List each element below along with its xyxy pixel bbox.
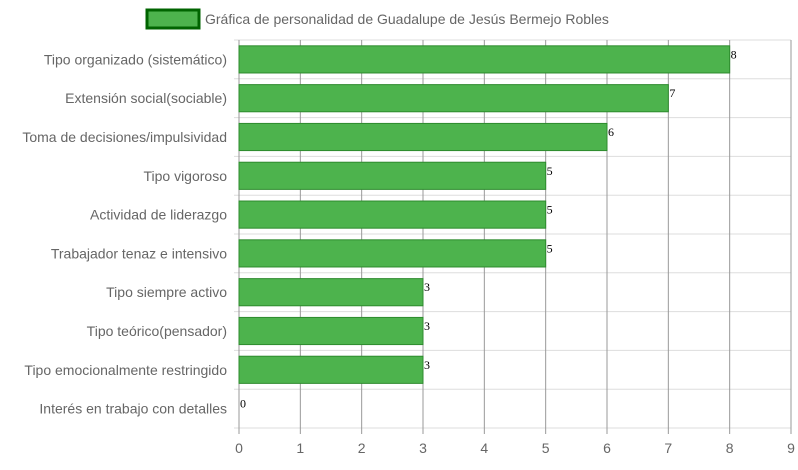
bar[interactable] [238,45,731,74]
category-label: Tipo emocionalmente restringido [24,362,227,378]
bar[interactable] [238,161,547,190]
bar[interactable] [238,278,424,307]
category-label: Trabajador tenaz e intensivo [51,245,227,261]
bar[interactable] [238,122,608,152]
bar[interactable] [238,355,424,384]
value-axis: 0 1 2 3 4 5 6 7 8 9 [235,440,795,456]
data-label: 6 [608,125,614,139]
category-label: Tipo organizado (sistemático) [44,51,227,67]
category-axis: Tipo organizado (sistemático) Extensión s… [22,51,227,416]
bars [238,45,731,384]
category-label: Tipo siempre activo [106,284,227,300]
x-tick-label: 8 [726,440,734,456]
data-labels: 8 7 6 5 5 5 3 3 3 0 [240,47,737,410]
category-label: Extensión social(sociable) [65,90,227,106]
bar[interactable] [238,200,547,229]
x-tick-label: 0 [235,440,243,456]
bar[interactable] [238,239,547,268]
x-tick-label: 9 [787,440,795,456]
data-label: 3 [424,280,430,294]
legend-swatch [145,8,201,30]
x-tick-label: 1 [296,440,304,456]
data-label: 0 [240,397,246,411]
category-label: Toma de decisiones/impulsividad [22,129,227,145]
category-label: Tipo vigoroso [143,168,227,184]
data-label: 8 [731,47,737,61]
bar[interactable] [238,84,669,113]
x-tick-label: 4 [480,440,488,456]
data-label: 5 [547,241,553,255]
x-tick-label: 2 [358,440,366,456]
data-label: 3 [424,358,430,372]
legend-label: Gráfica de personalidad de Guadalupe de … [205,11,609,27]
data-label: 5 [547,164,553,178]
legend[interactable]: Gráfica de personalidad de Guadalupe de … [145,8,609,30]
data-label: 3 [424,319,430,333]
x-tick-label: 7 [664,440,672,456]
category-label: Interés en trabajo con detalles [39,401,227,417]
category-label: Tipo teórico(pensador) [87,323,227,339]
data-label: 7 [669,86,675,100]
x-tick-label: 3 [419,440,427,456]
data-label: 5 [547,203,553,217]
category-label: Actividad de liderazgo [90,207,227,223]
bar[interactable] [238,316,424,346]
x-tick-label: 6 [603,440,611,456]
x-tick-label: 5 [542,440,550,456]
